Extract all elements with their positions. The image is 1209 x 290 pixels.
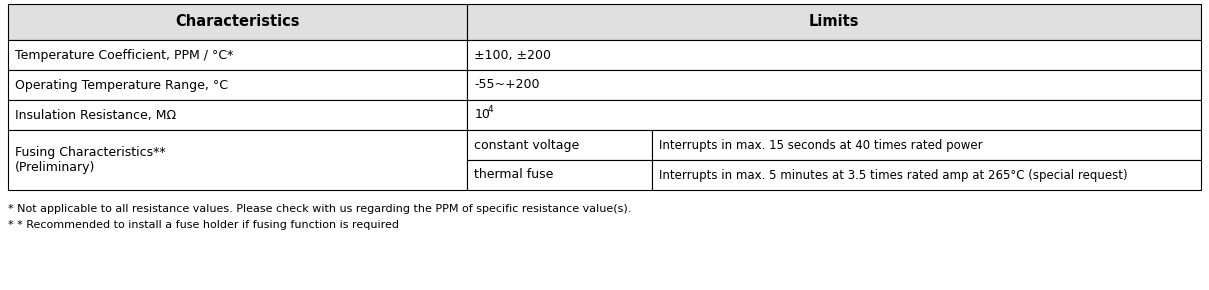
Bar <box>468 4 1201 40</box>
Text: Interrupts in max. 5 minutes at 3.5 times rated amp at 265°C (special request): Interrupts in max. 5 minutes at 3.5 time… <box>659 168 1128 182</box>
Bar <box>8 100 468 130</box>
Bar <box>8 70 468 100</box>
Bar <box>652 130 1201 160</box>
Bar <box>468 160 652 190</box>
Text: * * Recommended to install a fuse holder if fusing function is required: * * Recommended to install a fuse holder… <box>8 220 399 230</box>
Text: constant voltage: constant voltage <box>474 139 579 151</box>
Bar <box>8 40 468 70</box>
Text: thermal fuse: thermal fuse <box>474 168 554 182</box>
Bar <box>468 70 1201 100</box>
Bar <box>468 130 652 160</box>
Text: Interrupts in max. 15 seconds at 40 times rated power: Interrupts in max. 15 seconds at 40 time… <box>659 139 983 151</box>
Text: Temperature Coefficient, PPM / °C*: Temperature Coefficient, PPM / °C* <box>15 48 233 61</box>
Text: 4: 4 <box>487 106 493 115</box>
Bar <box>468 40 1201 70</box>
Text: ±100, ±200: ±100, ±200 <box>474 48 551 61</box>
Bar <box>652 160 1201 190</box>
Text: -55~+200: -55~+200 <box>474 79 539 92</box>
Bar <box>468 100 1201 130</box>
Text: * Not applicable to all resistance values. Please check with us regarding the PP: * Not applicable to all resistance value… <box>8 204 631 214</box>
Text: Insulation Resistance, MΩ: Insulation Resistance, MΩ <box>15 108 177 122</box>
Text: Characteristics: Characteristics <box>175 14 300 30</box>
Text: Limits: Limits <box>809 14 860 30</box>
Text: Fusing Characteristics**
(Preliminary): Fusing Characteristics** (Preliminary) <box>15 146 166 174</box>
Bar <box>8 130 468 190</box>
Text: 10: 10 <box>474 108 490 122</box>
Bar <box>8 4 468 40</box>
Text: Operating Temperature Range, °C: Operating Temperature Range, °C <box>15 79 229 92</box>
